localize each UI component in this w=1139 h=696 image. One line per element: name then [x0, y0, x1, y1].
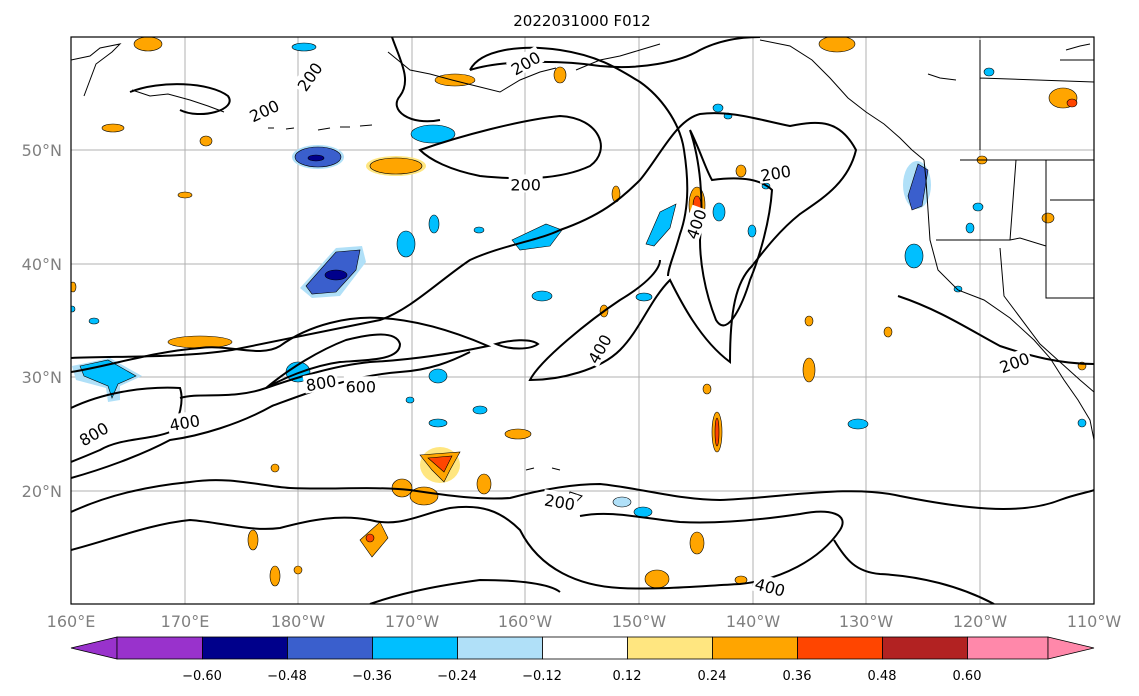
longitude-labels: 160°E 170°E 180°W 170°W 160°W 150°W 140°… — [47, 612, 1122, 631]
contour-label-bg — [751, 572, 790, 600]
lon-label: 170°W — [385, 612, 440, 631]
contour-label-bg — [166, 409, 203, 434]
lat-label: 50°N — [22, 141, 62, 160]
lon-label: 130°W — [839, 612, 894, 631]
contour-label-bg — [343, 376, 378, 395]
lon-label: 160°W — [498, 612, 553, 631]
contour-label-bg — [995, 347, 1034, 376]
contour-lines — [71, 37, 1094, 604]
lon-label: 180°W — [271, 612, 326, 631]
colorbar-bin — [202, 636, 288, 660]
colorbar-bin — [967, 636, 1049, 660]
contour-label: 600 — [346, 377, 377, 396]
contour-label: 200 — [510, 175, 541, 194]
lon-label: 110°W — [1067, 612, 1122, 631]
map-frame — [70, 36, 1095, 605]
lon-label: 150°W — [612, 612, 667, 631]
colorbar-bin — [797, 636, 883, 660]
colorbar-tick-label: 0.60 — [953, 669, 982, 684]
colorbar-bin — [882, 636, 968, 660]
contour-label-bg — [74, 416, 113, 450]
contour-label-bg — [244, 94, 284, 126]
colorbar-tick-label: 0.36 — [783, 669, 812, 684]
contour-label-bg — [291, 57, 327, 96]
colorbar-tick-label: 0.24 — [698, 669, 727, 684]
colorbar-extend-high — [1047, 636, 1095, 660]
latitude-labels: 50°N 40°N 30°N 20°N — [22, 141, 62, 501]
colorbar-bin — [712, 636, 798, 660]
colorbar-ticks: −0.60 −0.48 −0.36 −0.24 −0.12 0.12 0.24 … — [182, 669, 981, 684]
colorbar-tick-label: 0.48 — [868, 669, 897, 684]
colorbar-tick-label: 0.12 — [613, 669, 642, 684]
contour-label-bg — [680, 204, 710, 243]
lon-label: 170°E — [161, 612, 210, 631]
colorbar-bin — [542, 636, 628, 660]
contour-label-bg — [582, 329, 615, 368]
colorbar-bin — [372, 636, 458, 660]
coastlines — [71, 39, 1094, 503]
colorbar-tick-label: −0.12 — [522, 669, 562, 684]
contour-label-bg — [505, 45, 545, 79]
lat-label: 20°N — [22, 482, 62, 501]
colorbar-tick-label: −0.48 — [267, 669, 307, 684]
colorbar-tick-label: −0.60 — [182, 669, 222, 684]
colorbar-extend-low — [70, 636, 118, 660]
contour-label-bg — [508, 174, 543, 193]
colorbar-tick-label: −0.36 — [352, 669, 392, 684]
colorbar-bin — [627, 636, 713, 660]
lon-label: 140°W — [726, 612, 781, 631]
figure-title: 2022031000 F012 — [513, 12, 650, 30]
colorbar — [70, 636, 1095, 660]
filled-anomalies — [71, 37, 1087, 589]
contour-label-bg — [302, 370, 340, 394]
lat-label: 30°N — [22, 368, 62, 387]
lon-label: 160°E — [47, 612, 96, 631]
contour-label-bg — [541, 489, 579, 513]
colorbar-bin — [116, 636, 203, 660]
lat-label: 40°N — [22, 255, 62, 274]
contour-label-bg — [757, 160, 794, 184]
colorbar-bin — [287, 636, 373, 660]
map-panel — [71, 37, 1094, 604]
colorbar-bin — [457, 636, 543, 660]
colorbar-tick-label: −0.24 — [437, 669, 477, 684]
lon-label: 120°W — [953, 612, 1008, 631]
